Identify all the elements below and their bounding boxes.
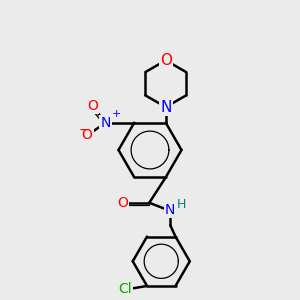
Text: N: N [165, 203, 175, 217]
Text: N: N [100, 116, 111, 130]
Text: Cl: Cl [118, 282, 132, 296]
Text: H: H [177, 198, 186, 212]
Text: O: O [82, 128, 93, 142]
Text: O: O [87, 99, 98, 113]
Text: N: N [160, 100, 171, 115]
Text: O: O [117, 196, 128, 210]
Text: O: O [160, 53, 172, 68]
Text: +: + [112, 109, 121, 119]
Text: −: − [79, 123, 90, 137]
